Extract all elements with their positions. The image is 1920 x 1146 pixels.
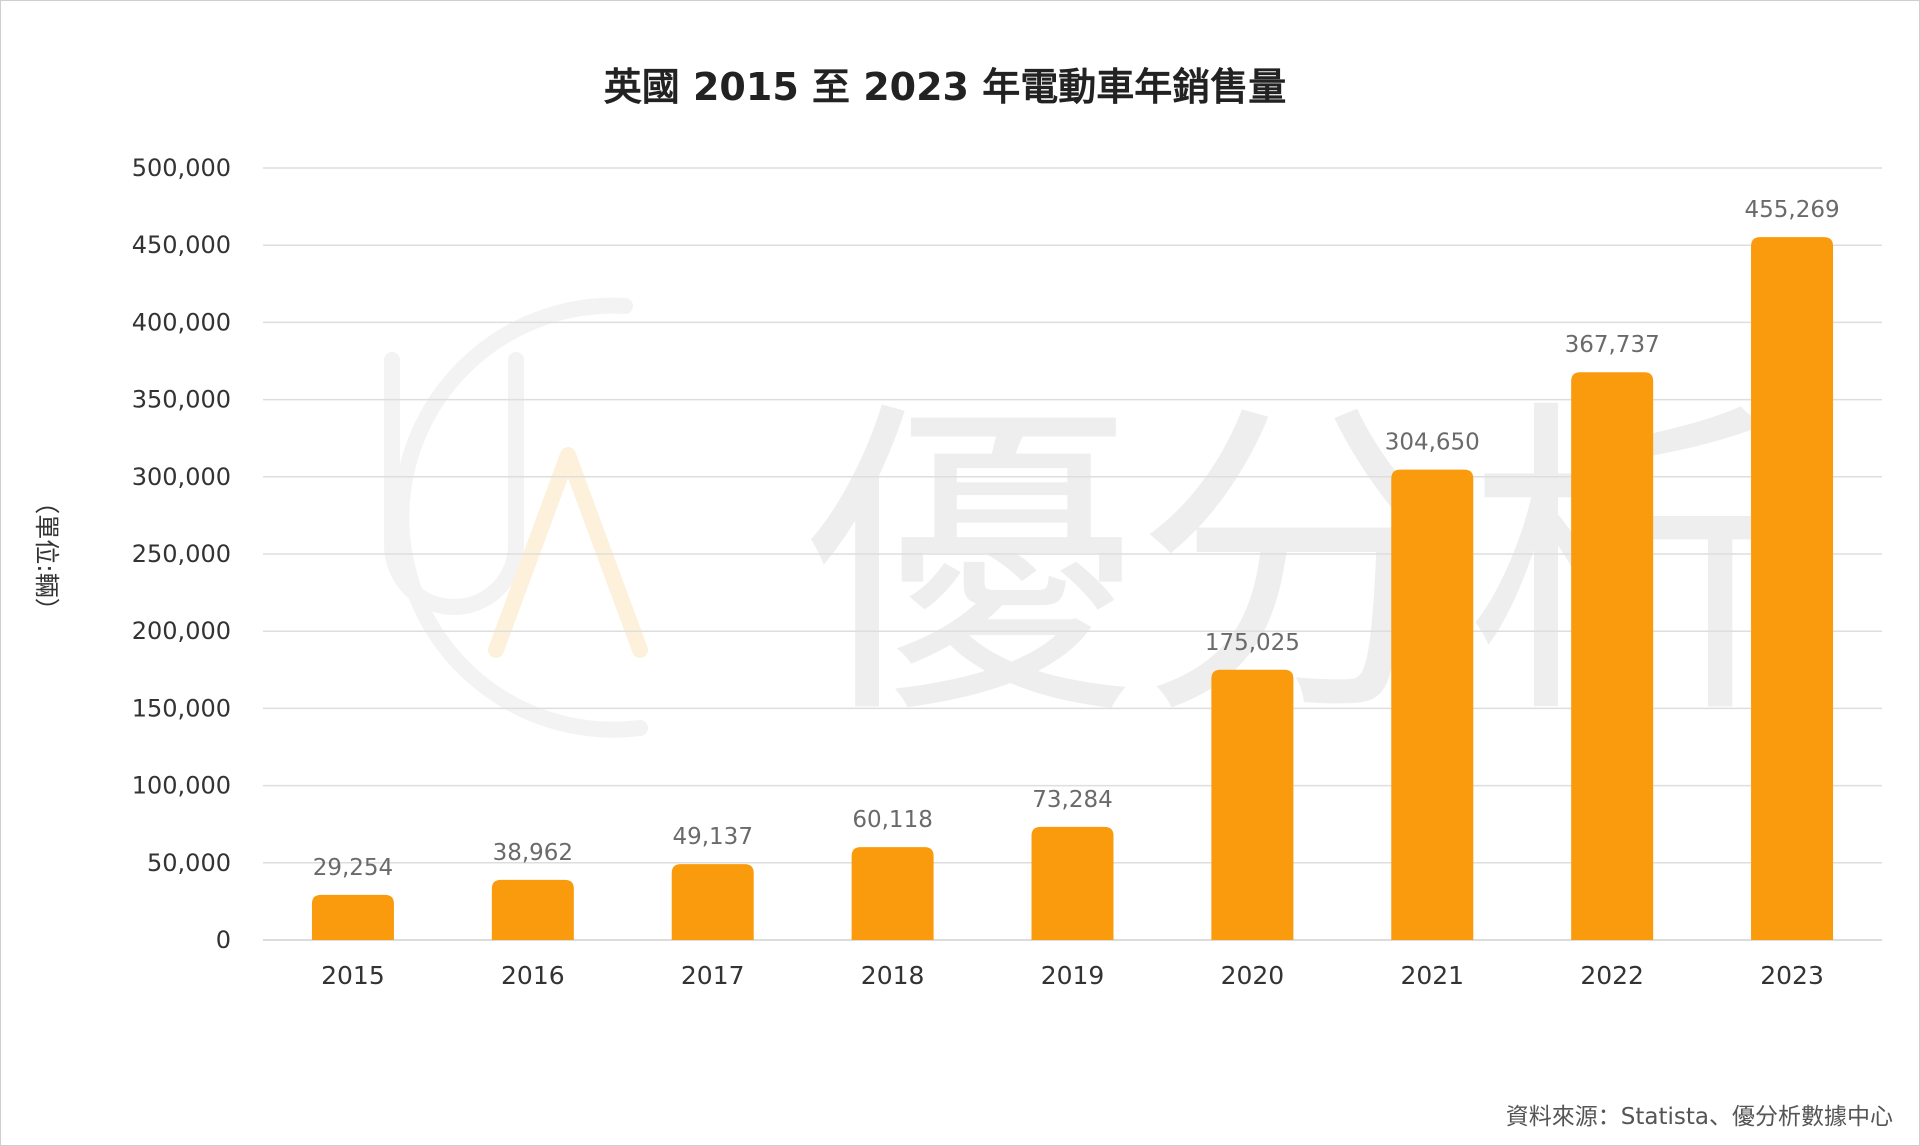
- source-note: 資料來源：Statista、優分析數據中心: [1506, 1104, 1893, 1130]
- x-tick-label: 2021: [1400, 961, 1464, 990]
- bar-2023: [1751, 237, 1834, 940]
- bar-2015: [311, 894, 394, 940]
- y-tick-label: 50,000: [147, 849, 231, 877]
- bar-2020: [1211, 669, 1294, 940]
- bar-2019: [1031, 826, 1114, 940]
- x-tick-label: 2017: [681, 961, 745, 990]
- y-tick-label: 350,000: [132, 386, 231, 414]
- data-label: 60,118: [852, 807, 932, 833]
- y-tick-label: 100,000: [132, 772, 231, 800]
- y-tick-label: 150,000: [132, 694, 231, 722]
- x-tick-label: 2015: [321, 961, 385, 990]
- data-label: 49,137: [672, 824, 752, 850]
- y-tick-label: 400,000: [132, 308, 231, 336]
- x-tick-label: 2023: [1760, 961, 1824, 990]
- y-tick-label: 0: [216, 926, 231, 954]
- y-tick-label: 300,000: [132, 463, 231, 491]
- data-labels: 29,254 38,962 49,137 60,118 73,284 175,025 304…: [313, 197, 1840, 881]
- data-label: 29,254: [313, 855, 393, 881]
- x-tick-label: 2018: [861, 961, 925, 990]
- bar-2016: [491, 879, 574, 940]
- bars: [311, 237, 1834, 940]
- bar-2018: [851, 847, 934, 940]
- x-axis-ticks: 2015 2016 2017 2018 2019 2020 2021 2022 2023: [321, 961, 1824, 990]
- x-tick-label: 2020: [1221, 961, 1285, 990]
- y-tick-label: 200,000: [132, 617, 231, 645]
- watermark-ring: [393, 297, 648, 738]
- y-tick-label: 250,000: [132, 540, 231, 568]
- data-label: 175,025: [1205, 630, 1300, 656]
- y-tick-label: 450,000: [132, 231, 231, 259]
- x-tick-label: 2019: [1041, 961, 1105, 990]
- data-label: 304,650: [1385, 430, 1480, 456]
- x-tick-label: 2022: [1580, 961, 1644, 990]
- watermark-a-letter: [488, 447, 648, 658]
- data-label: 455,269: [1744, 197, 1839, 223]
- bar-2021: [1391, 469, 1474, 940]
- data-label: 367,737: [1565, 332, 1660, 358]
- data-label: 73,284: [1032, 787, 1112, 813]
- x-tick-label: 2016: [501, 961, 565, 990]
- y-axis-ticks: 0 50,000 100,000 150,000 200,000 250,000 300,0…: [132, 154, 231, 954]
- y-axis-label: （單位:輛）: [32, 489, 61, 622]
- bar-2022: [1571, 372, 1654, 940]
- watermark-u-letter: [384, 352, 524, 615]
- data-label: 38,962: [493, 840, 573, 866]
- y-tick-label: 500,000: [132, 154, 231, 182]
- bar-2017: [671, 864, 754, 940]
- chart-title: 英國 2015 至 2023 年電動車年銷售量: [604, 65, 1286, 109]
